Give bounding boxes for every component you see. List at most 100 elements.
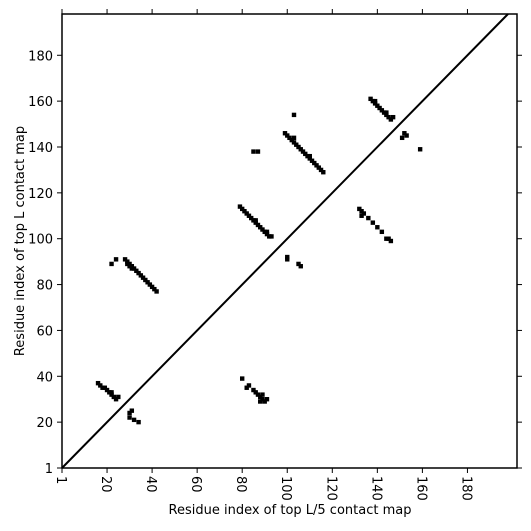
contact [307, 153, 312, 159]
plot-frame [61, 13, 518, 469]
y-tick-label: 180 [28, 49, 53, 64]
contact [125, 259, 130, 264]
contact [417, 147, 423, 152]
contact [111, 394, 117, 400]
contact [300, 149, 306, 154]
contact [109, 392, 114, 397]
contact [296, 144, 301, 150]
x-tick-label: 60 [188, 476, 203, 493]
contact [379, 108, 385, 113]
contact [368, 96, 373, 102]
contact [104, 387, 110, 393]
contact [102, 385, 107, 390]
contact [258, 394, 263, 400]
contact [134, 268, 139, 274]
contact [129, 408, 135, 413]
contact [384, 236, 389, 241]
contact [287, 135, 292, 141]
contact [239, 206, 245, 212]
contact [253, 218, 258, 223]
contact [138, 273, 144, 278]
contact [372, 101, 378, 106]
contact [384, 110, 389, 115]
contact [129, 264, 135, 269]
contact [314, 163, 319, 168]
contact [131, 417, 137, 423]
contact [253, 220, 258, 225]
contact [260, 227, 265, 232]
contact [239, 376, 245, 381]
contact [95, 380, 101, 386]
contact [386, 236, 391, 241]
contact [113, 257, 119, 262]
contact [298, 264, 303, 269]
y-tick-label: 100 [28, 233, 53, 248]
contact [361, 211, 367, 216]
contact [140, 275, 146, 280]
contact [237, 204, 243, 209]
y-tick-label: 60 [36, 324, 53, 339]
contact [372, 98, 378, 104]
contact [307, 156, 312, 161]
contact [129, 266, 135, 271]
y-tick-label: 140 [28, 141, 53, 156]
x-tick-label: 180 [458, 476, 473, 501]
contact [370, 98, 376, 104]
contact [359, 213, 364, 218]
contact [107, 390, 112, 395]
contact [264, 231, 270, 237]
contact [285, 257, 290, 262]
x-tick-label: 1 [53, 476, 68, 484]
x-tick-label: 100 [278, 476, 293, 501]
x-tick-label: 40 [143, 476, 158, 493]
x-tick-label: 140 [368, 476, 383, 501]
x-tick-label: 20 [98, 476, 113, 493]
contact [388, 117, 394, 122]
contact [262, 399, 267, 404]
contact [109, 261, 114, 267]
contact [388, 238, 394, 244]
contact [116, 394, 121, 400]
x-tick-label: 80 [233, 476, 248, 493]
contact [267, 234, 272, 239]
y-tick-label: 40 [36, 370, 53, 385]
contact [255, 149, 261, 154]
contact [264, 229, 270, 235]
contact [291, 140, 297, 145]
contact [255, 222, 261, 228]
contact [127, 261, 132, 267]
diagonal [61, 13, 509, 469]
contact [305, 153, 310, 159]
contact [289, 137, 294, 143]
contact [294, 142, 299, 147]
contact [127, 415, 132, 420]
contact [357, 206, 362, 212]
contact [379, 229, 385, 235]
contact [147, 282, 153, 287]
contact [131, 266, 137, 271]
contact [246, 213, 252, 218]
contact [298, 147, 303, 152]
contact [359, 208, 364, 214]
y-axis-label: Residue index of top L contact map [13, 126, 28, 356]
y-tick-label: 20 [36, 416, 53, 431]
contact [390, 114, 396, 120]
contact [127, 264, 132, 269]
contact [291, 135, 297, 141]
contact [399, 135, 405, 141]
contact [375, 225, 380, 230]
contact [152, 286, 157, 292]
contact [285, 254, 290, 260]
contact [262, 229, 267, 235]
contact [251, 387, 256, 393]
contact [309, 158, 315, 163]
contact [303, 151, 308, 157]
contact [258, 225, 263, 230]
contact [377, 105, 382, 111]
contact [384, 112, 389, 118]
contact [296, 261, 301, 267]
contact [291, 112, 297, 118]
contact [143, 277, 148, 283]
x-axis-label: Residue index of top L/5 contact map [169, 503, 412, 518]
contact [404, 133, 409, 138]
